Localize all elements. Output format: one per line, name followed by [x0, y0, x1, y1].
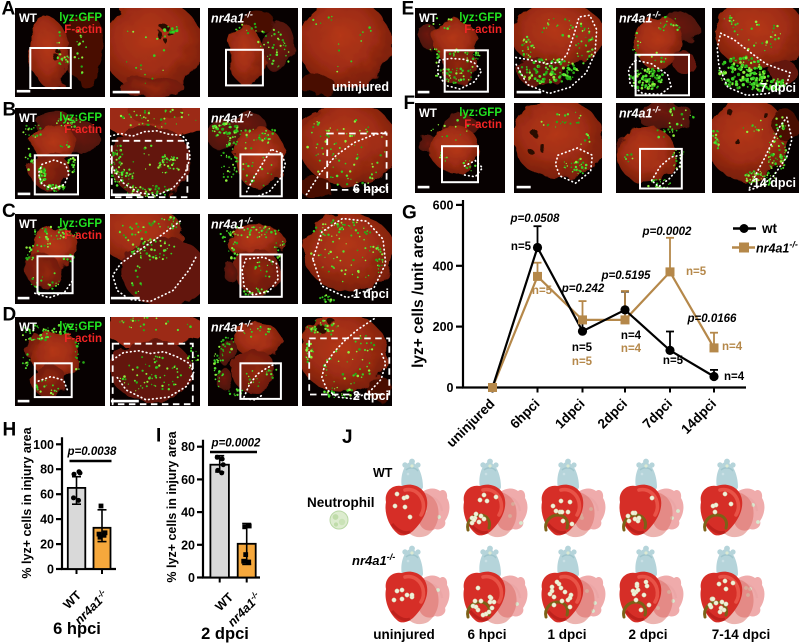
svg-text:n=5: n=5 [686, 266, 707, 278]
svg-text:% lyz+ cells in injury area: % lyz+ cells in injury area [165, 430, 179, 582]
svg-text:n=4: n=4 [621, 343, 642, 355]
svg-text:0: 0 [47, 563, 54, 577]
svg-text:lyz:GFP: lyz:GFP [59, 112, 102, 124]
svg-text:WT: WT [19, 113, 37, 125]
svg-text:nr4a1-/-: nr4a1-/- [211, 110, 253, 126]
svg-text:100: 100 [33, 438, 54, 452]
svg-text:p=0.0002: p=0.0002 [642, 226, 693, 238]
svg-text:400: 400 [433, 259, 454, 273]
svg-text:lyz:GFP: lyz:GFP [59, 321, 102, 333]
svg-text:F-actin: F-actin [64, 124, 102, 136]
svg-text:nr4a1-/-: nr4a1-/- [211, 10, 253, 26]
svg-text:WT: WT [19, 322, 37, 334]
svg-text:H: H [3, 420, 17, 441]
svg-text:F: F [404, 93, 416, 114]
svg-text:2 dpci: 2 dpci [353, 389, 389, 403]
svg-text:p=0.0038: p=0.0038 [67, 446, 118, 458]
svg-text:n=5: n=5 [663, 355, 684, 367]
svg-text:F-actin: F-actin [64, 333, 102, 345]
svg-text:40: 40 [40, 513, 54, 527]
svg-text:2 dpci: 2 dpci [628, 627, 667, 642]
svg-text:0: 0 [447, 381, 454, 395]
svg-text:nr4a1-/-: nr4a1-/- [756, 240, 798, 256]
svg-text:nr4a1-/-: nr4a1-/- [211, 216, 253, 232]
svg-text:n=5: n=5 [532, 285, 553, 297]
svg-text:40: 40 [181, 506, 195, 520]
svg-text:WT: WT [419, 108, 437, 120]
svg-text:B: B [3, 99, 17, 120]
svg-text:20: 20 [181, 538, 195, 552]
svg-text:nr4a1-/-: nr4a1-/- [619, 10, 661, 26]
svg-text:F-actin: F-actin [464, 119, 502, 131]
svg-text:lyz:GFP: lyz:GFP [459, 107, 502, 119]
svg-text:n=4: n=4 [722, 341, 743, 353]
svg-text:6 hpci: 6 hpci [467, 627, 506, 642]
svg-text:2 dpci: 2 dpci [201, 625, 249, 643]
svg-text:A: A [2, 0, 16, 20]
svg-text:n=5: n=5 [572, 342, 593, 354]
svg-text:200: 200 [433, 320, 454, 334]
svg-text:lyz:GFP: lyz:GFP [59, 12, 102, 24]
svg-text:20: 20 [40, 538, 54, 552]
svg-text:6 hpci: 6 hpci [53, 620, 101, 638]
svg-text:uninjured: uninjured [373, 627, 435, 642]
svg-text:1 dpci: 1 dpci [547, 627, 586, 642]
svg-text:n=4: n=4 [621, 330, 642, 342]
svg-text:60: 60 [181, 473, 195, 487]
svg-text:6 hpci: 6 hpci [353, 182, 389, 196]
svg-text:nr4a1-/-: nr4a1-/- [619, 105, 661, 121]
svg-text:1 dpci: 1 dpci [353, 287, 389, 301]
svg-text:Neutrophil: Neutrophil [307, 495, 375, 510]
svg-text:14 dpci: 14 dpci [753, 176, 796, 190]
svg-text:WT: WT [19, 13, 37, 25]
svg-text:% lyz+ cells in injury area: % lyz+ cells in injury area [20, 426, 34, 578]
svg-text:p=0.242: p=0.242 [561, 283, 605, 295]
svg-text:p=0.0166: p=0.0166 [687, 313, 738, 325]
svg-text:C: C [2, 201, 16, 222]
svg-text:n=5: n=5 [511, 241, 532, 253]
svg-text:G: G [402, 203, 417, 224]
svg-text:lyz+ cells /unit area: lyz+ cells /unit area [410, 226, 427, 368]
svg-text:600: 600 [433, 198, 454, 212]
svg-text:wt: wt [761, 221, 778, 236]
svg-text:lyz:GFP: lyz:GFP [459, 12, 502, 24]
svg-text:60: 60 [40, 488, 54, 502]
svg-text:7 dpci: 7 dpci [760, 81, 796, 95]
svg-text:F-actin: F-actin [64, 24, 102, 36]
svg-text:lyz:GFP: lyz:GFP [59, 218, 102, 230]
svg-text:WT: WT [373, 466, 393, 480]
svg-text:E: E [402, 0, 415, 20]
svg-text:n=4: n=4 [724, 371, 745, 383]
svg-text:I: I [156, 426, 161, 447]
svg-text:J: J [342, 427, 353, 448]
svg-text:p=0.0002: p=0.0002 [211, 438, 262, 450]
svg-text:D: D [3, 305, 17, 326]
svg-text:WT: WT [19, 219, 37, 231]
svg-text:p=0.5195: p=0.5195 [601, 270, 652, 282]
svg-text:F-actin: F-actin [64, 230, 102, 242]
svg-text:80: 80 [40, 463, 54, 477]
svg-text:nr4a1-/-: nr4a1-/- [352, 552, 395, 568]
svg-text:7-14 dpci: 7-14 dpci [712, 627, 771, 642]
svg-text:p=0.0508: p=0.0508 [510, 213, 561, 225]
svg-text:uninjured: uninjured [332, 80, 389, 94]
svg-text:nr4a1-/-: nr4a1-/- [211, 319, 253, 335]
svg-text:F-actin: F-actin [464, 24, 502, 36]
svg-text:WT: WT [419, 13, 437, 25]
svg-text:0: 0 [188, 571, 195, 585]
svg-text:n=5: n=5 [572, 356, 593, 368]
svg-text:80: 80 [181, 440, 195, 454]
